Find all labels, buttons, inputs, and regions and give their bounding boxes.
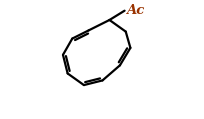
Text: Ac: Ac — [125, 4, 143, 17]
